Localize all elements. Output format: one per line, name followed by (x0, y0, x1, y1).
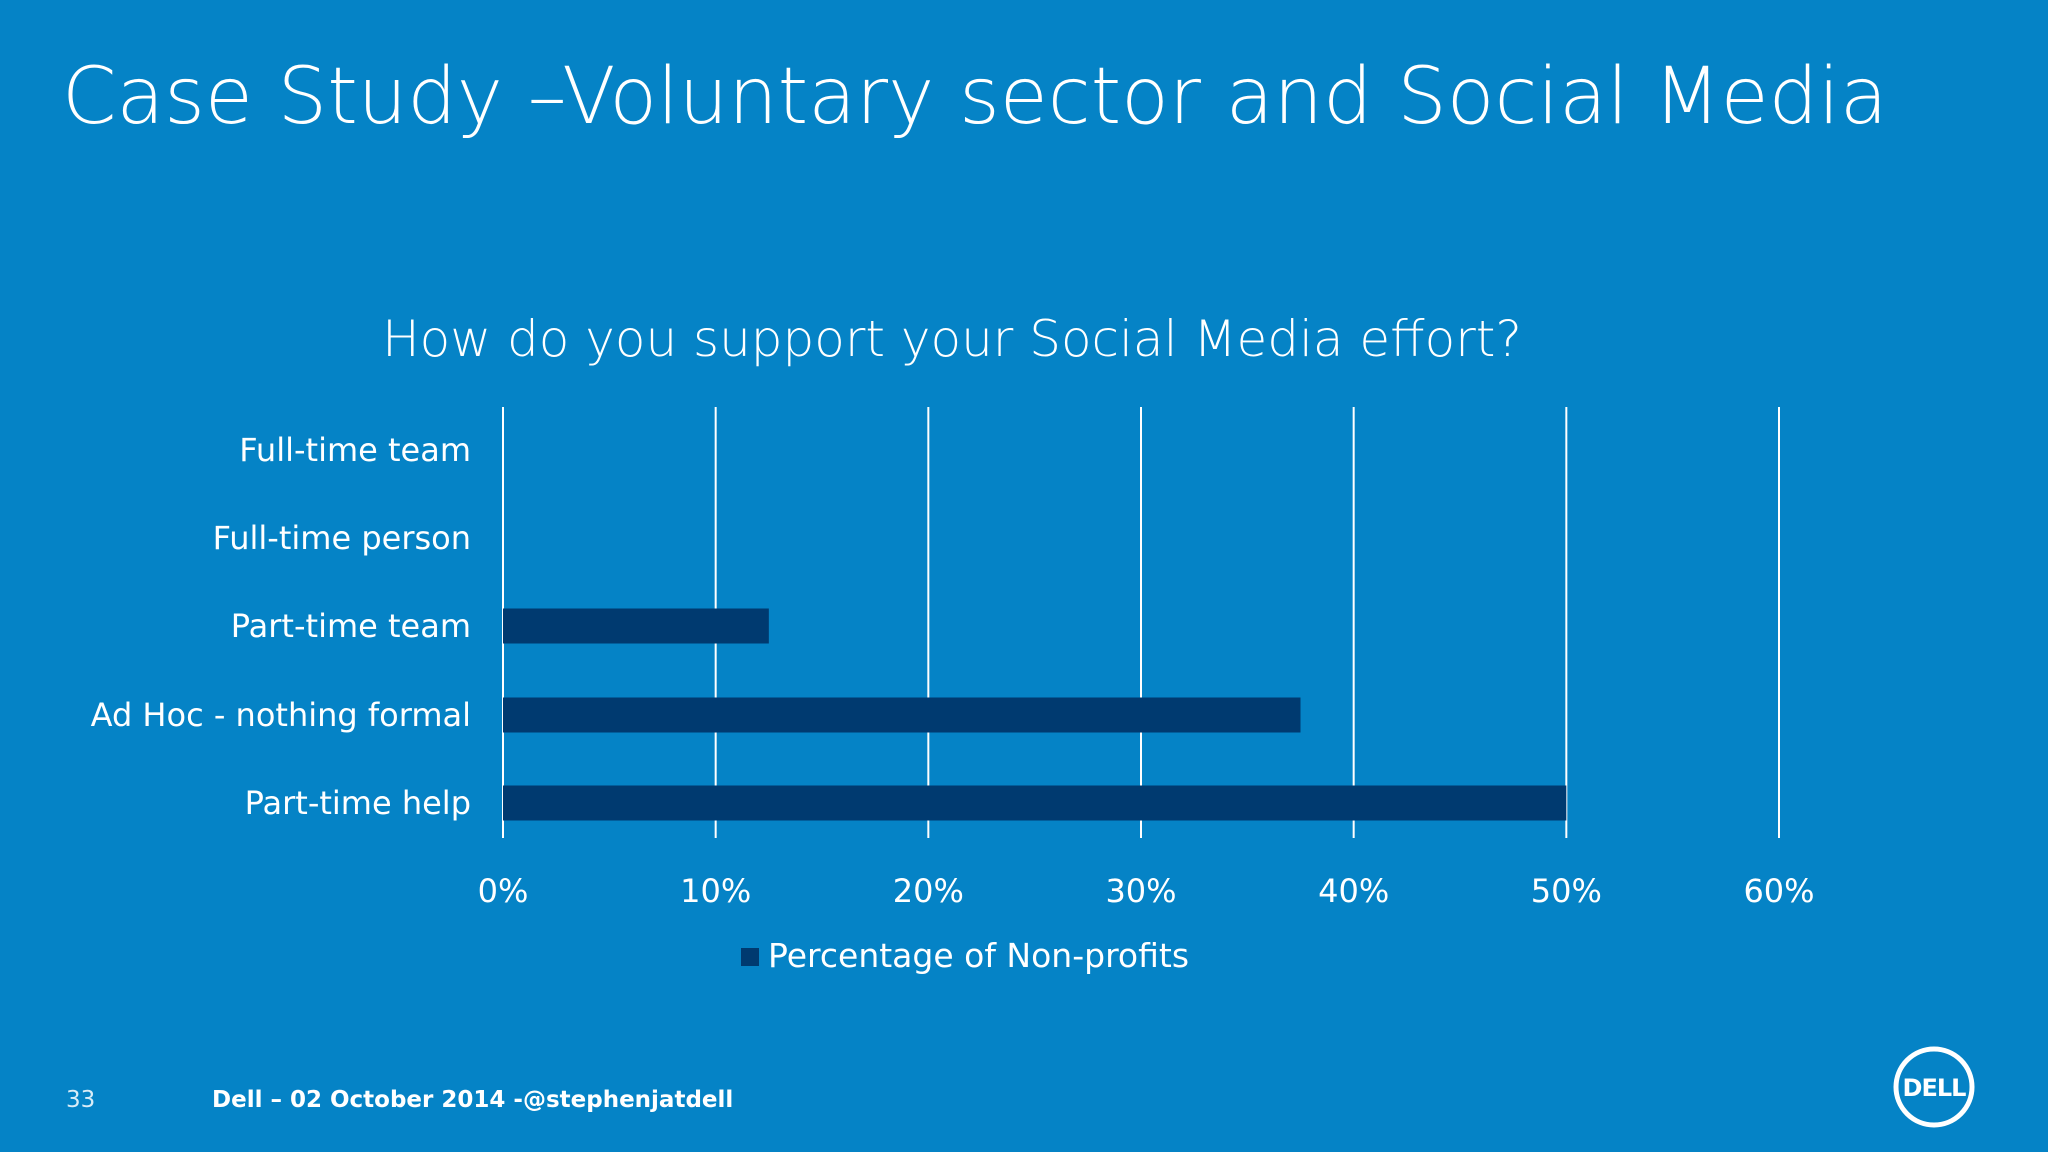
chart-title: How do you support your Social Media eff… (382, 310, 1522, 368)
legend: Percentage of Non-profits (741, 936, 1189, 975)
legend-swatch (741, 948, 759, 966)
tick-label: 40% (1318, 872, 1389, 910)
category-label: Full-time team (239, 431, 471, 469)
tick-label: 0% (478, 872, 529, 910)
bar (503, 608, 769, 644)
bar (503, 697, 1301, 733)
tick-label: 60% (1743, 872, 1814, 910)
category-label: Part-time team (231, 607, 471, 645)
category-label: Part-time help (245, 784, 471, 822)
category-labels: Full-time team Full-time person Part-time … (91, 431, 471, 822)
bar (503, 785, 1567, 821)
category-label: Full-time person (213, 519, 471, 557)
tick-label: 20% (893, 872, 964, 910)
tick-label: 10% (680, 872, 751, 910)
dell-logo-text: DELL (1903, 1074, 1967, 1102)
tick-label: 50% (1531, 872, 1602, 910)
tick-label: 30% (1105, 872, 1176, 910)
legend-label: Percentage of Non-profits (768, 936, 1189, 975)
category-label: Ad Hoc - nothing formal (91, 696, 471, 734)
page-number: 33 (66, 1087, 96, 1113)
dell-logo: DELL (1893, 1046, 1975, 1128)
bars (503, 608, 1567, 821)
footer-text: Dell – 02 October 2014 -@stephenjatdell (212, 1087, 734, 1113)
slide-title: Case Study –Voluntary sector and Social … (62, 52, 1888, 142)
tick-labels: 0% 10% 20% 30% 40% 50% 60% (478, 872, 1815, 910)
